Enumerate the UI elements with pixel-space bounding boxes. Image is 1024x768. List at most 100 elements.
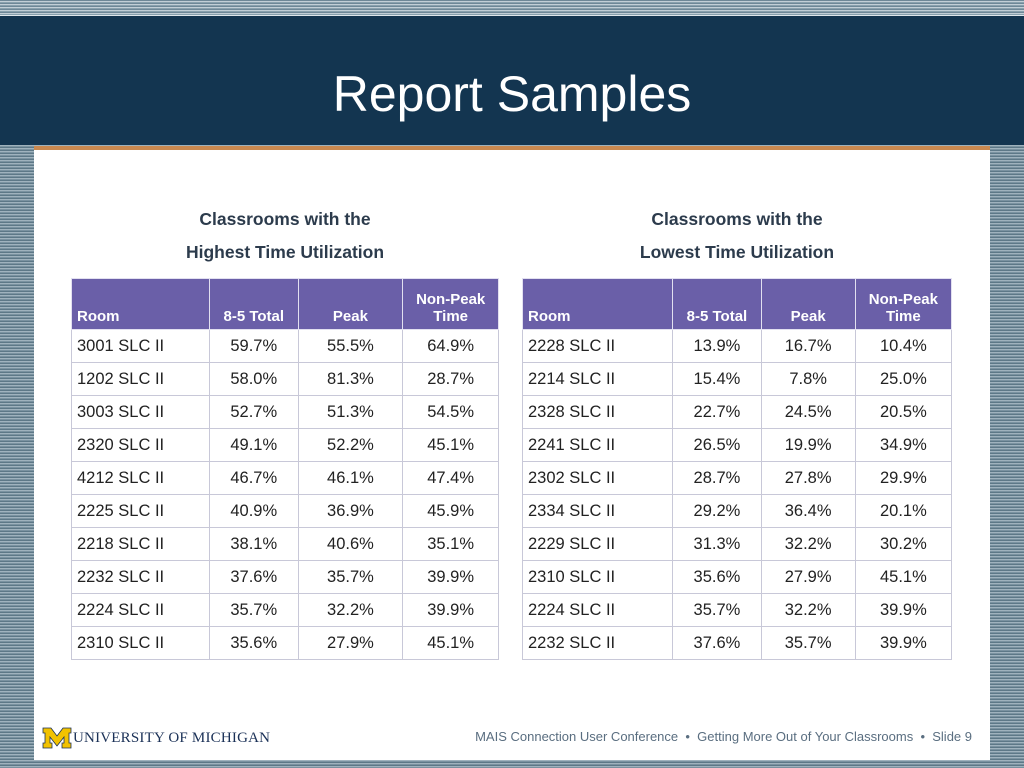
cell-peak: 32.2% (760, 527, 856, 561)
column-header-nonpeak: Non-Peak Time (402, 278, 499, 330)
cell-room: 2334 SLC II (521, 494, 674, 528)
slide-header: Report Samples (0, 0, 1024, 145)
cell-peak: 36.9% (297, 494, 404, 528)
table-row: 2218 SLC II 38.1% 40.6% 35.1% (71, 527, 499, 561)
cell-peak: 40.6% (297, 527, 404, 561)
table-row: 2241 SLC II 26.5% 19.9% 34.9% (521, 428, 953, 462)
cell-nonpeak: 45.9% (402, 494, 499, 528)
table-caption: Classrooms with the Lowest Time Utilizat… (522, 200, 952, 278)
highest-utilization-section: Classrooms with the Highest Time Utiliza… (71, 200, 499, 660)
cell-total: 52.7% (208, 395, 299, 429)
header-line: Non-Peak (868, 291, 938, 308)
cell-total: 35.7% (672, 593, 762, 627)
cell-total: 37.6% (672, 626, 762, 660)
column-header-peak: Peak (297, 278, 404, 330)
table-row: 2328 SLC II 22.7% 24.5% 20.5% (521, 395, 953, 429)
cell-peak: 27.8% (760, 461, 856, 495)
cell-total: 35.6% (208, 626, 299, 660)
cell-total: 13.9% (672, 329, 762, 363)
cell-nonpeak: 20.1% (854, 494, 953, 528)
cell-room: 2302 SLC II (521, 461, 674, 495)
cell-room: 2328 SLC II (521, 395, 674, 429)
cell-room: 2320 SLC II (71, 428, 210, 462)
cell-peak: 81.3% (297, 362, 404, 396)
table-row: 3003 SLC II 52.7% 51.3% 54.5% (71, 395, 499, 429)
cell-peak: 36.4% (760, 494, 856, 528)
cell-total: 35.6% (672, 560, 762, 594)
lowest-utilization-section: Classrooms with the Lowest Time Utilizat… (521, 200, 953, 660)
table-row: 2334 SLC II 29.2% 36.4% 20.1% (521, 494, 953, 528)
footer-conference: MAIS Connection User Conference (475, 729, 679, 744)
content-panel: Classrooms with the Highest Time Utiliza… (34, 146, 990, 760)
cell-nonpeak: 30.2% (854, 527, 953, 561)
cell-room: 2214 SLC II (521, 362, 674, 396)
cell-nonpeak: 20.5% (854, 395, 953, 429)
cell-room: 2229 SLC II (521, 527, 674, 561)
cell-room: 2218 SLC II (71, 527, 210, 561)
cell-total: 26.5% (672, 428, 762, 462)
block-m-icon (42, 727, 72, 749)
cell-total: 46.7% (208, 461, 299, 495)
cell-room: 3001 SLC II (71, 329, 210, 363)
column-header-peak: Peak (760, 278, 856, 330)
table-body: 2228 SLC II 13.9% 16.7% 10.4% 2214 SLC II 15.… (521, 329, 953, 660)
cell-total: 38.1% (208, 527, 299, 561)
cell-room: 2225 SLC II (71, 494, 210, 528)
cell-room: 2232 SLC II (521, 626, 674, 660)
slide-footer: MAIS Connection User Conference • Gettin… (475, 729, 972, 744)
table-row: 4212 SLC II 46.7% 46.1% 47.4% (71, 461, 499, 495)
cell-nonpeak: 35.1% (402, 527, 499, 561)
cell-nonpeak: 29.9% (854, 461, 953, 495)
header-divider (0, 15, 1024, 16)
cell-total: 37.6% (208, 560, 299, 594)
table-row: 2229 SLC II 31.3% 32.2% 30.2% (521, 527, 953, 561)
caption-line: Lowest Time Utilization (639, 242, 835, 262)
cell-nonpeak: 34.9% (854, 428, 953, 462)
slide-title: Report Samples (332, 66, 692, 122)
column-header-nonpeak: Non-Peak Time (854, 278, 953, 330)
cell-total: 28.7% (672, 461, 762, 495)
footer-separator: • (920, 729, 926, 744)
cell-total: 49.1% (208, 428, 299, 462)
table-row: 2224 SLC II 35.7% 32.2% 39.9% (521, 593, 953, 627)
cell-total: 40.9% (208, 494, 299, 528)
table-row: 2214 SLC II 15.4% 7.8% 25.0% (521, 362, 953, 396)
header-line: Non-Peak (416, 291, 486, 308)
cell-peak: 32.2% (297, 593, 404, 627)
table-row: 2320 SLC II 49.1% 52.2% 45.1% (71, 428, 499, 462)
cell-peak: 7.8% (760, 362, 856, 396)
cell-peak: 27.9% (297, 626, 404, 660)
cell-peak: 32.2% (760, 593, 856, 627)
cell-peak: 27.9% (760, 560, 856, 594)
table-row: 1202 SLC II 58.0% 81.3% 28.7% (71, 362, 499, 396)
cell-peak: 51.3% (297, 395, 404, 429)
table-row: 2232 SLC II 37.6% 35.7% 39.9% (521, 626, 953, 660)
cell-total: 31.3% (672, 527, 762, 561)
cell-nonpeak: 54.5% (402, 395, 499, 429)
cell-peak: 46.1% (297, 461, 404, 495)
table-row: 2310 SLC II 35.6% 27.9% 45.1% (71, 626, 499, 660)
cell-room: 2241 SLC II (521, 428, 674, 462)
cell-nonpeak: 10.4% (854, 329, 953, 363)
cell-room: 2228 SLC II (521, 329, 674, 363)
footer-separator: • (685, 729, 690, 744)
column-header-room: Room (71, 278, 210, 330)
caption-line: Highest Time Utilization (185, 242, 385, 262)
cell-room: 1202 SLC II (71, 362, 210, 396)
cell-total: 29.2% (672, 494, 762, 528)
cell-room: 3003 SLC II (71, 395, 210, 429)
cell-room: 4212 SLC II (71, 461, 210, 495)
highest-utilization-table: Room 8-5 Total Peak Non-Peak Time 3001 S… (71, 278, 499, 660)
cell-peak: 35.7% (297, 560, 404, 594)
lowest-utilization-table: Room 8-5 Total Peak Non-Peak Time 2228 S… (521, 278, 953, 660)
footer-talk-title: Getting More Out of Your Classrooms (697, 729, 914, 744)
cell-nonpeak: 39.9% (854, 593, 953, 627)
table-row: 2232 SLC II 37.6% 35.7% 39.9% (71, 560, 499, 594)
cell-peak: 16.7% (760, 329, 856, 363)
table-row: 2224 SLC II 35.7% 32.2% 39.9% (71, 593, 499, 627)
table-row: 2225 SLC II 40.9% 36.9% 45.9% (71, 494, 499, 528)
university-logo: UNIVERSITY OF MICHIGAN (42, 726, 270, 750)
cell-peak: 35.7% (760, 626, 856, 660)
cell-nonpeak: 28.7% (402, 362, 499, 396)
cell-room: 2224 SLC II (71, 593, 210, 627)
